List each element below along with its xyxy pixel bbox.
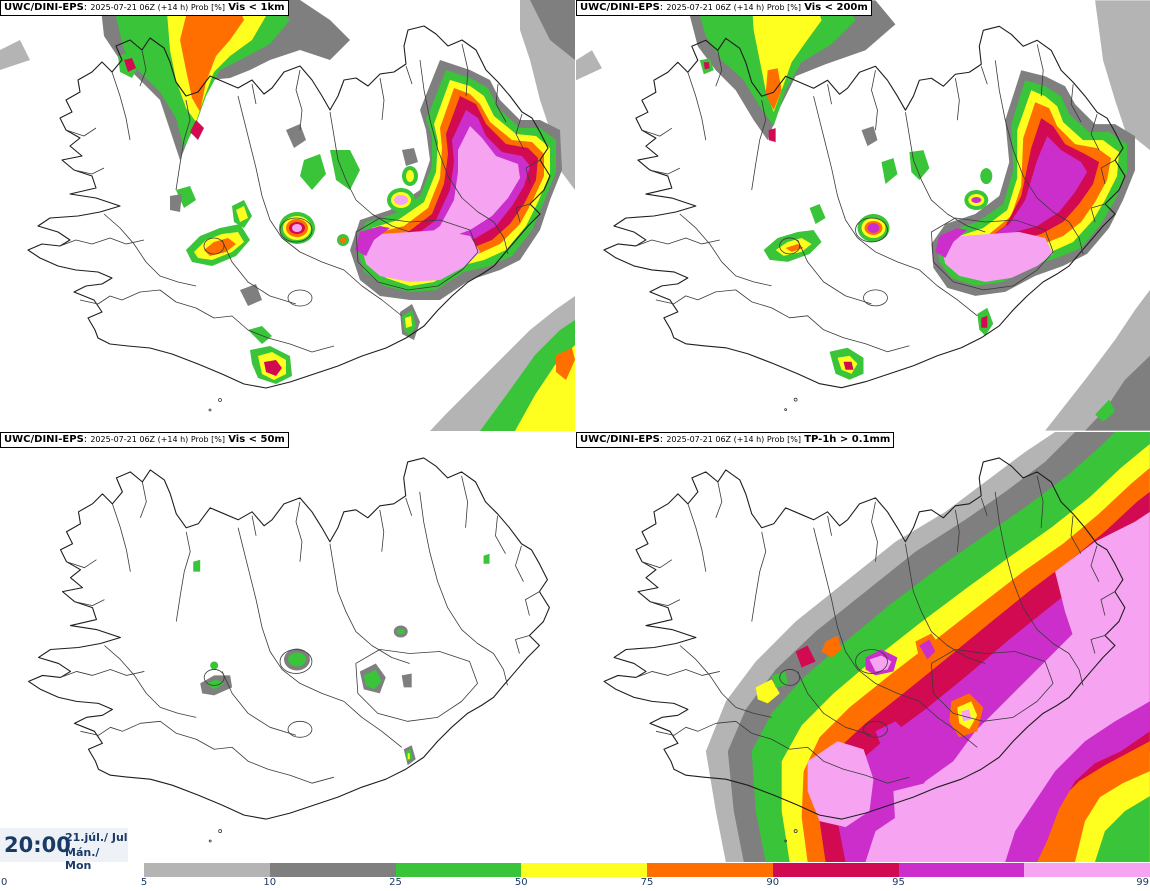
panel-run: 2025-07-21 06Z (+14 h) Prob [%] [666,435,802,444]
panel-model: UWC/DINI-EPS [580,2,660,13]
probability-colorbar [144,863,1150,877]
panel-title: UWC/DINI-EPS: 2025-07-21 06Z (+14 h) Pro… [0,0,289,16]
colorbar-segment [395,863,522,877]
panel-title: UWC/DINI-EPS: 2025-07-21 06Z (+14 h) Pro… [0,432,289,448]
colorbar-tick-label: 25 [389,877,402,888]
map-tp-1h [603,432,1150,862]
panel-run: 2025-07-21 06Z (+14 h) Prob [%] [90,435,226,444]
colorbar-tick-label: 5 [140,877,148,888]
colorbar-tick-label: 0 [1,877,8,888]
colorbar-segment [1024,863,1150,877]
panel-variable: Vis < 1km [228,2,285,13]
panel-title: UWC/DINI-EPS: 2025-07-21 06Z (+14 h) Pro… [576,0,872,16]
colorbar-segment [772,863,899,877]
panel-variable: Vis < 50m [228,434,285,445]
map-vis-50m [28,457,550,843]
map-panel-vis-1km: UWC/DINI-EPS: 2025-07-21 06Z (+14 h) Pro… [0,0,575,431]
colorbar-segment [144,863,270,877]
colorbar-segment [647,863,773,877]
panel-sep: : [659,434,664,445]
panel-variable: Vis < 200m [804,2,868,13]
colorbar-tick-label: 99 [1136,877,1149,888]
valid-time-box: 20:00 21.júl./ Jul Mán./ Mon [0,828,128,872]
valid-date: 21.júl./ Jul [65,831,128,844]
colorbar-tick-label: 90 [766,877,780,888]
panel-sep: : [659,2,664,13]
colorbar-tick-label: 50 [514,877,528,888]
map-vis-200m [576,0,1150,431]
panel-sep: : [83,2,88,13]
panel-run: 2025-07-21 06Z (+14 h) Prob [%] [90,3,226,12]
panel-model: UWC/DINI-EPS [4,2,84,13]
colorbar-tick-label: 75 [640,877,654,888]
panel-sep: : [83,434,88,445]
map-panel-vis-200m: UWC/DINI-EPS: 2025-07-21 06Z (+14 h) Pro… [576,0,1150,431]
map-vis-1km [0,0,575,431]
colorbar-segment [521,863,647,877]
valid-time: 20:00 [4,833,71,857]
panel-run: 2025-07-21 06Z (+14 h) Prob [%] [666,3,802,12]
map-panel-tp-1h: UWC/DINI-EPS: 2025-07-21 06Z (+14 h) Pro… [576,432,1150,862]
colorbar-segment [898,863,1025,877]
panel-model: UWC/DINI-EPS [580,434,660,445]
panel-title: UWC/DINI-EPS: 2025-07-21 06Z (+14 h) Pro… [576,432,895,448]
map-panel-vis-50m: UWC/DINI-EPS: 2025-07-21 06Z (+14 h) Pro… [0,432,575,862]
panel-model: UWC/DINI-EPS [4,434,84,445]
colorbar-tick-label: 10 [263,877,277,888]
colorbar-tick-label: 95 [892,877,905,888]
colorbar-segment [269,863,396,877]
panel-variable: TP-1h > 0.1mm [804,434,891,445]
valid-weekday: Mán./ Mon [65,846,100,872]
